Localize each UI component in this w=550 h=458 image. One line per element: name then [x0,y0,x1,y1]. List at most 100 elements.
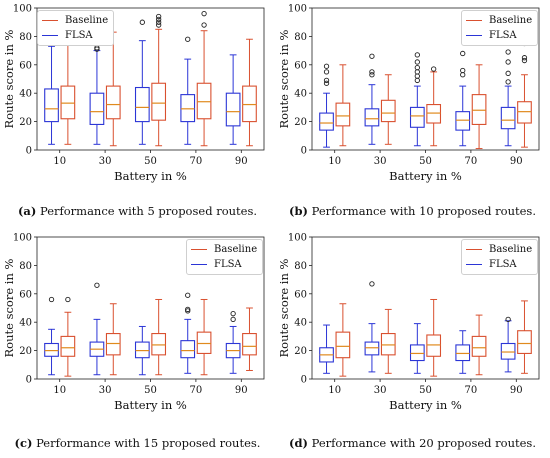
y-axis-label: Route score in % [2,29,16,128]
y-tick-label: 40 [19,89,32,100]
y-tick-label: 20 [19,346,32,357]
box-flsa-10 [319,324,334,374]
box-baseline-70 [196,298,212,376]
box-iqr [180,340,196,359]
legend-swatch-flsa [466,35,482,36]
x-tick-label: 70 [465,385,478,396]
caption-b: (b) Performance with 10 proposed routes. [275,204,550,218]
y-tick-label: 40 [294,89,307,100]
x-tick-label: 90 [235,156,248,167]
box-iqr [500,342,516,360]
box-iqr [517,330,532,354]
box-iqr [335,331,351,359]
outlier-point [460,67,466,74]
caption-d: (d) Performance with 20 proposed routes. [275,436,550,450]
box-iqr [151,82,167,121]
legend-label-baseline: Baseline [65,15,109,26]
box-baseline-10 [335,303,351,377]
legend-label-flsa: FLSA [214,259,242,270]
outlier-point [369,53,375,59]
y-tick-label: 20 [19,117,32,128]
box-iqr [105,85,121,120]
box-iqr [471,335,487,357]
x-tick-label: 50 [144,156,157,167]
outlier-point [414,73,420,79]
x-tick-label: 70 [465,156,478,167]
box-flsa-70 [180,292,196,374]
chart-panel-c: 0 20 40 60 80 100 10 30 50 70 90 Battery in % Route … [0,229,275,458]
box-baseline-50 [151,298,167,376]
outlier-point [201,11,207,17]
box-flsa-90 [225,54,241,145]
outlier-point [323,77,330,84]
box-iqr [60,85,76,120]
chart-panel-b: 0 20 40 60 80 100 10 30 50 70 90 Battery in % Route … [275,0,550,229]
outlier-point [460,72,466,78]
chart-panel-a: 0 20 40 60 80 100 10 30 50 70 90 Battery in % Route … [0,0,275,229]
box-iqr [134,86,150,123]
legend-swatch-flsa [191,264,207,265]
caption-text: Performance with 5 proposed routes. [39,204,258,218]
box-plot-d: 0 20 40 60 80 100 10 30 50 70 90 Battery in % Route … [277,233,540,412]
box-flsa-90 [500,316,516,373]
x-tick-label: 90 [510,385,523,396]
outlier-point [521,57,528,64]
box-baseline-70 [196,11,212,147]
legend-label-baseline: Baseline [489,15,533,26]
box-iqr [455,344,471,362]
y-tick-label: 60 [19,60,32,71]
outlier-point [94,282,100,288]
box-flsa-30 [89,45,105,145]
outlier-point [414,59,420,65]
box-flsa-30 [364,281,380,373]
x-tick-label: 30 [99,156,112,167]
box-baseline-70 [471,314,487,376]
y-tick-label: 80 [19,32,32,43]
legend-swatch-baseline [466,20,482,21]
legend-label-baseline: Baseline [214,244,258,255]
legend-d: Baseline FLSA [461,239,539,275]
legend-item-flsa: FLSA [42,28,108,43]
box-baseline-30 [380,308,396,374]
outlier-point [156,16,162,23]
box-plot-b: 0 20 40 60 80 100 10 30 50 70 90 Battery in % Route … [277,4,540,183]
box-baseline-50 [151,13,167,147]
outlier-point [369,69,375,75]
outlier-point [48,296,55,303]
outlier-point [505,79,511,85]
y-tick-label: 40 [19,318,32,329]
caption-label: (c) [14,436,33,450]
outlier-point [201,22,207,28]
outlier-point [521,55,528,61]
x-tick-label: 10 [53,385,66,396]
box-baseline-50 [426,66,442,147]
y-axis-label: Route score in % [277,29,291,128]
box-flsa-70 [180,36,196,145]
outlier-point [505,59,511,65]
x-axis-label: Battery in % [389,398,462,412]
box-flsa-30 [364,53,380,145]
box-iqr [380,99,396,123]
outlier-point [369,281,375,287]
legend-swatch-baseline [191,249,207,250]
x-tick-label: 50 [419,156,432,167]
box-iqr [225,92,241,127]
outlier-point [65,296,71,303]
box-baseline-10 [60,296,76,377]
box-plot-a: 0 20 40 60 80 100 10 30 50 70 90 Battery in % Route … [2,4,265,183]
box-flsa-70 [455,330,471,374]
y-tick-label: 80 [294,32,307,43]
x-axis-label: Battery in % [389,169,462,183]
legend-item-baseline: Baseline [466,242,532,257]
chart-panel-d: 0 20 40 60 80 100 10 30 50 70 90 Battery in % Route … [275,229,550,458]
box-flsa-70 [455,50,471,147]
box-iqr [500,106,516,130]
y-tick-label: 0 [26,146,32,157]
box-iqr [426,104,442,124]
legend-item-flsa: FLSA [466,28,532,43]
x-tick-label: 70 [190,385,203,396]
y-tick-label: 100 [288,4,307,15]
legend-item-baseline: Baseline [466,13,532,28]
box-iqr [380,333,396,356]
box-iqr [426,334,442,357]
